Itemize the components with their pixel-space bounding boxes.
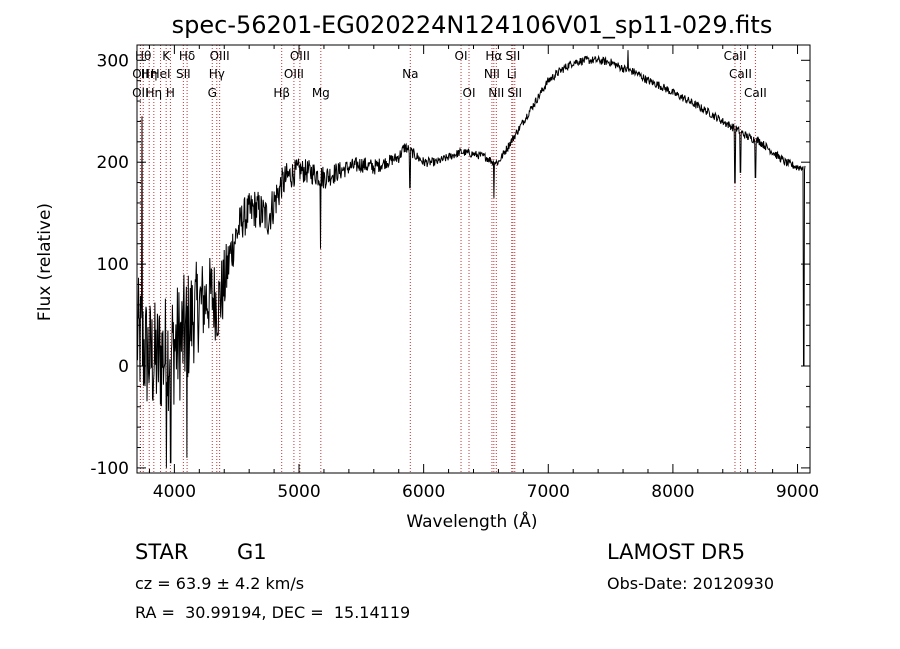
spectral-line-label: OIII	[290, 49, 310, 63]
spectral-line-label: K	[162, 49, 171, 63]
spectral-line-label: Li	[507, 67, 517, 81]
spectral-line-label: CaII	[724, 49, 747, 63]
plot-frame	[136, 44, 811, 474]
spectral-line-label: CaII	[729, 67, 752, 81]
y-tick-label: 200	[97, 153, 129, 173]
spectral-line-label: NII	[484, 67, 500, 81]
object-subclass: G1	[237, 540, 267, 564]
object-class: STAR	[135, 540, 189, 564]
spectral-line-label: OI	[463, 86, 476, 100]
x-tick-label: 6000	[402, 482, 445, 502]
spectral-line-label: OIII	[284, 67, 304, 81]
spectral-line-label: Na	[402, 67, 418, 81]
spectrum-line	[136, 50, 806, 468]
chart-title: spec-56201-EG020224N124106V01_sp11-029.f…	[172, 11, 773, 39]
spectral-line-label: Hβ	[273, 86, 290, 100]
spectral-line-label: NII	[488, 86, 504, 100]
spectral-line-label: CaII	[744, 86, 767, 100]
x-tick-label: 7000	[527, 482, 570, 502]
survey-label: LAMOST DR5	[607, 540, 746, 564]
spectral-line-label: Mg	[312, 86, 330, 100]
spectral-line-label: SII	[176, 67, 191, 81]
x-tick-label: 4000	[153, 482, 196, 502]
spectral-line-label: Hη	[146, 86, 163, 100]
spectral-line-label: Hδ	[179, 49, 195, 63]
coords-text: RA = 30.99194, DEC = 15.14119	[135, 603, 411, 622]
x-tick-label: 8000	[651, 482, 694, 502]
spectral-line-label: G	[208, 86, 217, 100]
spectral-line-label: H	[166, 86, 175, 100]
x-tick-label: 5000	[277, 482, 320, 502]
y-tick-label: 0	[118, 357, 129, 377]
y-tick-label: -100	[90, 459, 129, 479]
x-axis-label: Wavelength (Å)	[406, 510, 537, 532]
spectral-line-label: HeI	[151, 67, 171, 81]
spectral-line-label: Hθ	[135, 49, 151, 63]
spectral-line-label: Hη	[141, 67, 158, 81]
spectral-line-label: OIII	[210, 49, 230, 63]
spectrum-series	[136, 50, 806, 468]
spectral-line-label: OI	[455, 49, 468, 63]
y-tick-label: 100	[97, 255, 129, 275]
velocity-text: cz = 63.9 ± 4.2 km/s	[135, 574, 305, 593]
spectral-line-label: SII	[506, 49, 521, 63]
axis-ticks: 4000 5000 6000 7000 8000 9000 -100 0 100 200 300	[90, 45, 819, 502]
y-axis-label: Flux (relative)	[35, 203, 55, 321]
obs-date-text: Obs-Date: 20120930	[607, 574, 775, 593]
spectral-line-markers	[139, 45, 756, 473]
spectral-line-label: SII	[507, 86, 522, 100]
spectral-line-label: OII	[132, 67, 149, 81]
spectral-line-label: OII	[132, 86, 149, 100]
y-tick-label: 300	[97, 51, 129, 71]
spectral-line-label: Hγ	[209, 67, 225, 81]
spectral-line-label: Hα	[485, 49, 502, 63]
x-tick-label: 9000	[776, 482, 819, 502]
